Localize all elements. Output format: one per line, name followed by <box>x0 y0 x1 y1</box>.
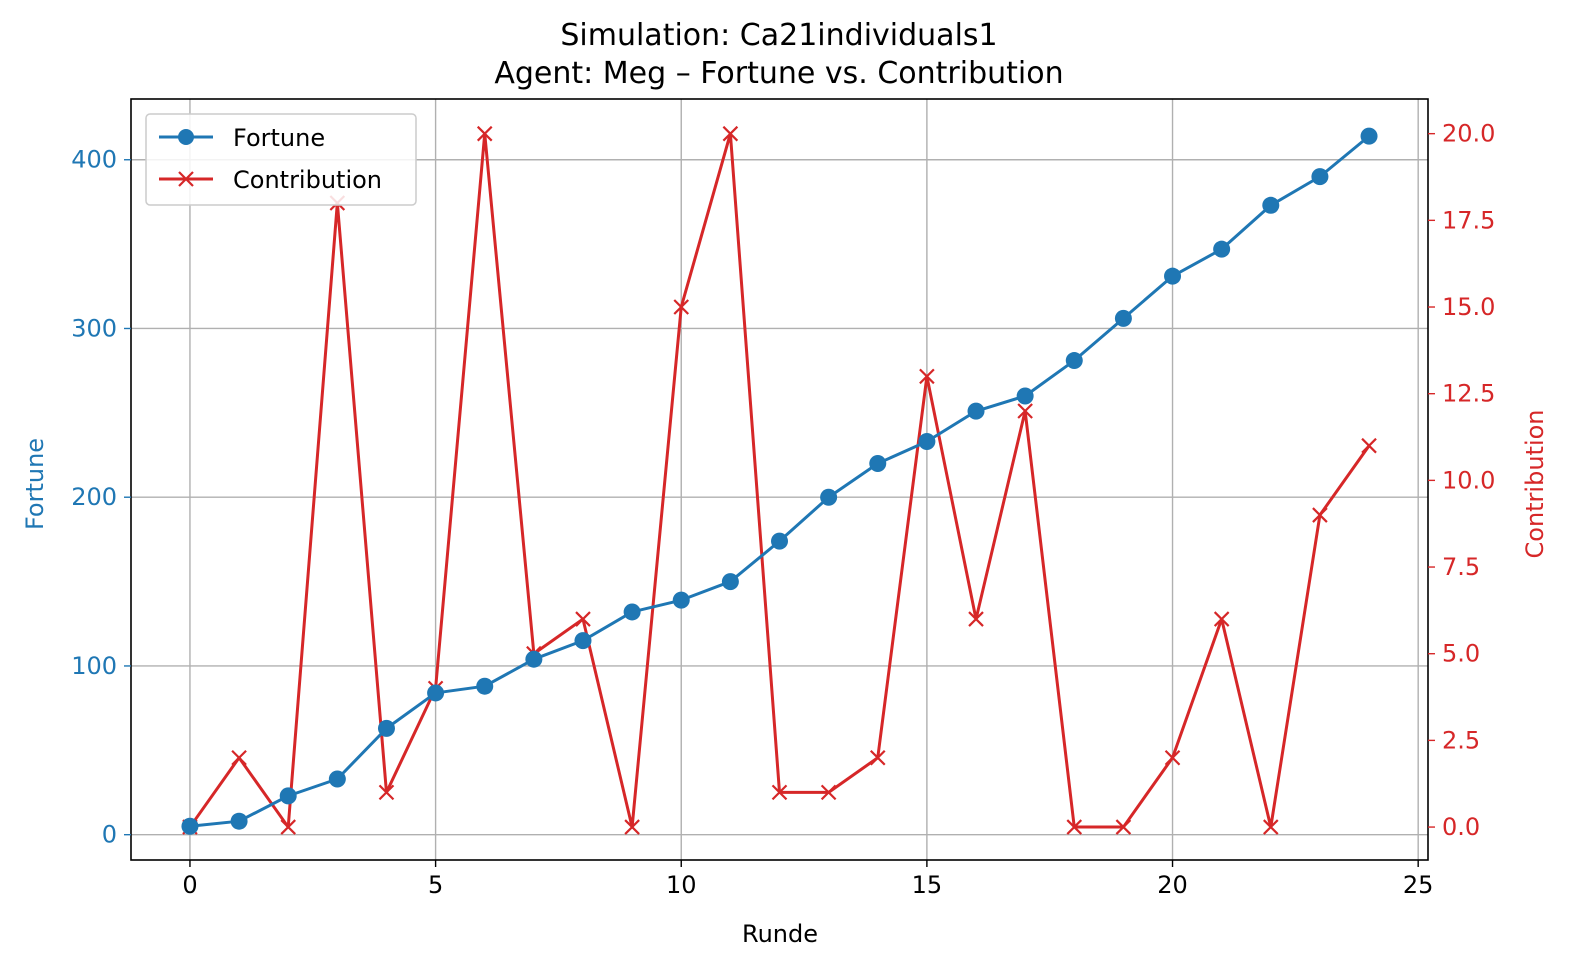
y-left-tick-label: 100 <box>71 652 117 680</box>
x-axis: 0 5 10 15 20 25 <box>182 860 1433 899</box>
fortune-point <box>279 787 297 805</box>
fortune-point <box>1213 240 1231 258</box>
fortune-point <box>967 402 985 420</box>
fortune-point <box>623 603 641 621</box>
fortune-point <box>869 454 887 472</box>
contribution-line <box>188 132 1371 829</box>
fortune-point <box>377 719 395 737</box>
contribution-point <box>820 784 837 801</box>
contribution-point <box>476 125 493 142</box>
y-right-tick-label: 2.5 <box>1442 726 1480 754</box>
y-left-tick-label: 200 <box>71 483 117 511</box>
y-right-tick-label: 0.0 <box>1442 813 1480 841</box>
grid <box>131 99 1428 860</box>
contribution-point <box>1115 819 1132 835</box>
legend-fortune-label: Fortune <box>233 124 325 152</box>
legend: Fortune Contribution <box>145 113 417 206</box>
fortune-point <box>1360 127 1378 145</box>
fortune-point <box>574 632 592 650</box>
fortune-point <box>1262 196 1280 214</box>
legend-contribution-marker <box>178 171 194 187</box>
contribution-point <box>1066 819 1083 835</box>
contribution-point <box>869 749 886 766</box>
x-tick-label: 20 <box>1157 871 1188 899</box>
legend-fortune-marker <box>178 129 194 145</box>
y-left-tick-label: 300 <box>71 314 117 342</box>
fortune-point <box>427 684 445 702</box>
series-fortune <box>181 127 1378 835</box>
contribution-point <box>1312 507 1328 523</box>
fortune-point <box>672 591 690 609</box>
fortune-point <box>918 433 936 451</box>
contribution-point <box>280 819 296 835</box>
x-tick-label: 10 <box>666 871 697 899</box>
contribution-point <box>919 368 935 385</box>
y-left-tick-label: 0 <box>102 821 117 849</box>
fortune-point <box>476 677 494 695</box>
contribution-point <box>771 784 788 801</box>
y-right-tick-label: 7.5 <box>1442 553 1480 581</box>
y-right-tick-label: 12.5 <box>1442 380 1495 408</box>
y-right-tick-label: 17.5 <box>1442 206 1495 234</box>
y-axis-left-label: Fortune <box>21 438 49 530</box>
fortune-point <box>328 770 346 788</box>
y-right-tick-label: 5.0 <box>1442 640 1480 668</box>
fortune-point <box>181 817 199 835</box>
fortune-point <box>721 573 739 591</box>
contribution-point <box>1017 403 1033 419</box>
fortune-point <box>1016 387 1034 405</box>
x-tick-label: 0 <box>182 871 197 899</box>
plot-frame <box>130 98 1429 861</box>
fortune-point <box>1164 267 1182 285</box>
x-tick-label: 5 <box>428 871 443 899</box>
y-axis-right: 0.0 2.5 5.0 7.5 10.0 12.5 15.0 17.5 20.0 <box>1428 120 1495 841</box>
y-right-tick-label: 10.0 <box>1442 466 1495 494</box>
fortune-point <box>771 532 788 550</box>
y-axis-left: 0 100 200 300 400 <box>71 146 131 849</box>
fortune-point <box>230 812 248 830</box>
contribution-point <box>231 749 247 766</box>
x-axis-label: Runde <box>742 920 818 948</box>
y-right-tick-label: 15.0 <box>1442 293 1495 321</box>
x-tick-label: 25 <box>1403 871 1434 899</box>
fortune-point <box>525 650 543 668</box>
contribution-point <box>1213 611 1230 627</box>
y-right-tick-label: 20.0 <box>1442 120 1495 148</box>
contribution-point <box>624 819 640 835</box>
fortune-point <box>1065 352 1083 370</box>
y-axis-right-label: Contribution <box>1521 409 1549 558</box>
series-contribution <box>182 125 1377 835</box>
contribution-point <box>968 611 984 627</box>
contribution-point <box>378 784 395 801</box>
contribution-point <box>1361 437 1377 454</box>
contribution-point <box>722 125 739 142</box>
contribution-point <box>1263 819 1279 835</box>
fortune-line <box>189 134 1371 828</box>
contribution-point <box>673 299 690 315</box>
fortune-point <box>1114 309 1132 327</box>
contribution-point <box>575 611 591 627</box>
legend-box <box>145 113 417 206</box>
contribution-point <box>1164 749 1181 766</box>
fortune-point <box>1311 168 1329 186</box>
series-layer <box>181 125 1378 835</box>
y-left-tick-label: 400 <box>71 146 117 174</box>
x-tick-label: 15 <box>912 871 943 899</box>
chart-subtitle: Agent: Meg – Fortune vs. Contribution <box>494 56 1063 91</box>
legend-contribution-label: Contribution <box>233 166 382 194</box>
fortune-point <box>820 488 838 506</box>
chart-title: Simulation: Ca21individuals1 <box>560 18 997 53</box>
